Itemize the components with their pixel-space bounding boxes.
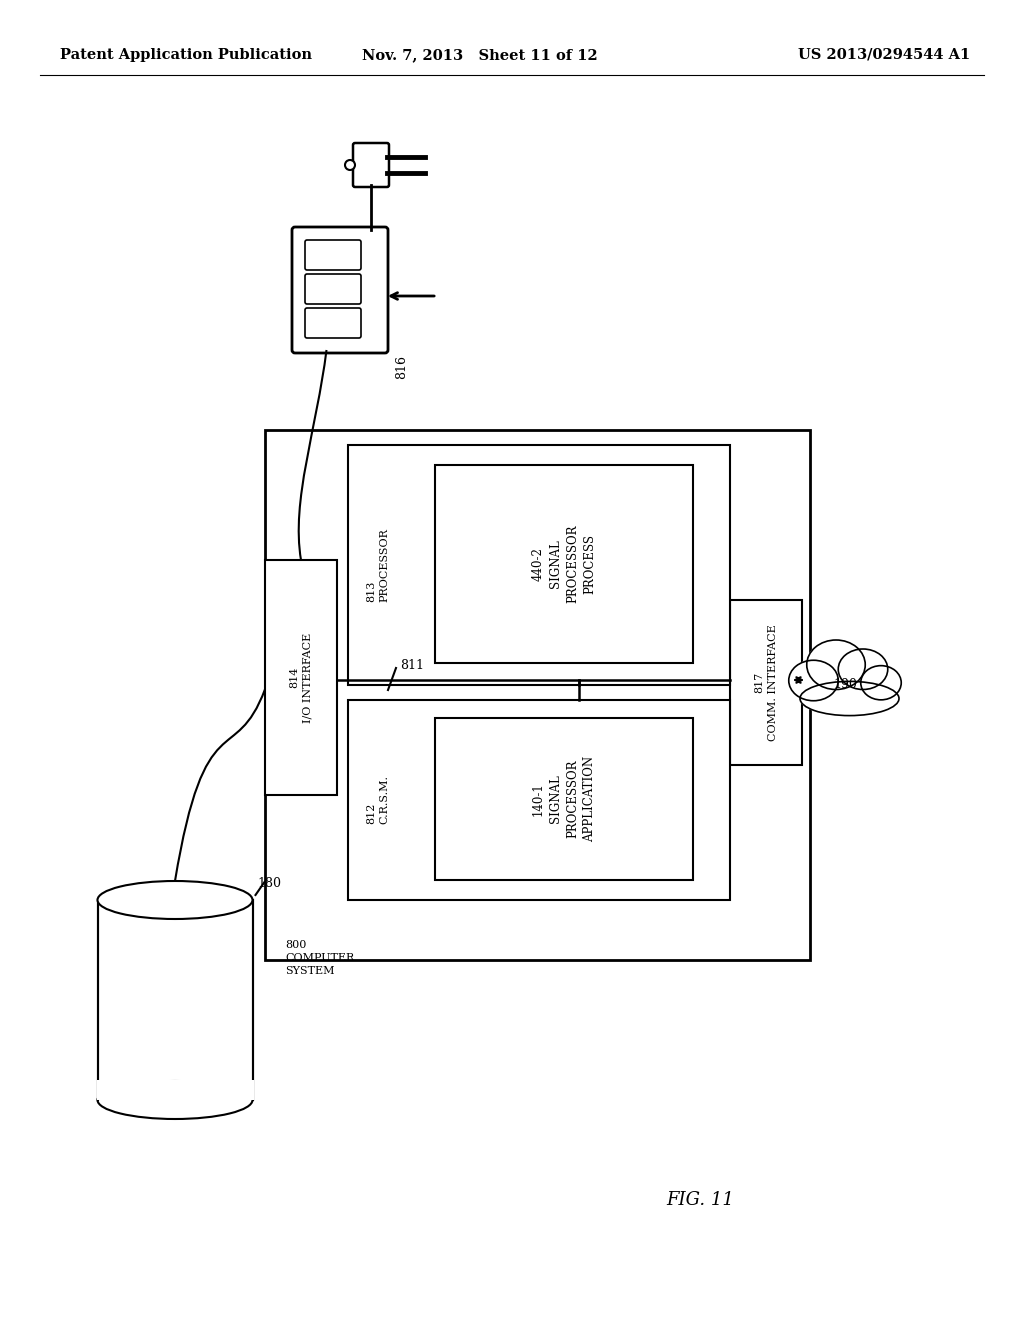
Circle shape [345,160,355,170]
Text: 817
COMM. INTERFACE: 817 COMM. INTERFACE [755,624,777,741]
Bar [265,560,337,795]
Text: US 2013/0294544 A1: US 2013/0294544 A1 [798,48,970,62]
Text: FIG. 11: FIG. 11 [666,1191,734,1209]
Bar [96,1080,254,1100]
Text: 816: 816 [395,355,408,379]
Bar [97,900,253,1100]
Ellipse shape [788,660,839,701]
Bar [435,465,693,663]
FancyBboxPatch shape [305,240,361,271]
Ellipse shape [839,649,888,689]
Ellipse shape [861,665,901,700]
Bar [730,601,802,766]
Ellipse shape [97,1081,253,1119]
Text: 180: 180 [257,876,282,890]
Text: 812
C.R.S.M.: 812 C.R.S.M. [366,776,389,825]
FancyBboxPatch shape [305,275,361,304]
Text: Patent Application Publication: Patent Application Publication [60,48,312,62]
Bar [348,445,730,685]
Text: 190: 190 [834,678,857,692]
Bar [435,718,693,880]
Text: 811: 811 [400,659,424,672]
Text: 800
COMPUTER
SYSTEM: 800 COMPUTER SYSTEM [285,940,354,977]
FancyBboxPatch shape [353,143,389,187]
Ellipse shape [800,681,899,715]
FancyBboxPatch shape [292,227,388,352]
Text: 813
PROCESSOR: 813 PROCESSOR [366,528,389,602]
Text: 140-1
SIGNAL
PROCESSOR
APPLICATION: 140-1 SIGNAL PROCESSOR APPLICATION [532,756,596,842]
FancyBboxPatch shape [305,308,361,338]
Ellipse shape [807,640,865,689]
Text: Nov. 7, 2013   Sheet 11 of 12: Nov. 7, 2013 Sheet 11 of 12 [362,48,598,62]
Bar [265,430,810,960]
Text: 814
I/O INTERFACE: 814 I/O INTERFACE [290,632,312,722]
Ellipse shape [97,880,253,919]
Text: 440-2
SIGNAL
PROCESSOR
PROCESS: 440-2 SIGNAL PROCESSOR PROCESS [532,525,596,603]
Bar [348,700,730,900]
